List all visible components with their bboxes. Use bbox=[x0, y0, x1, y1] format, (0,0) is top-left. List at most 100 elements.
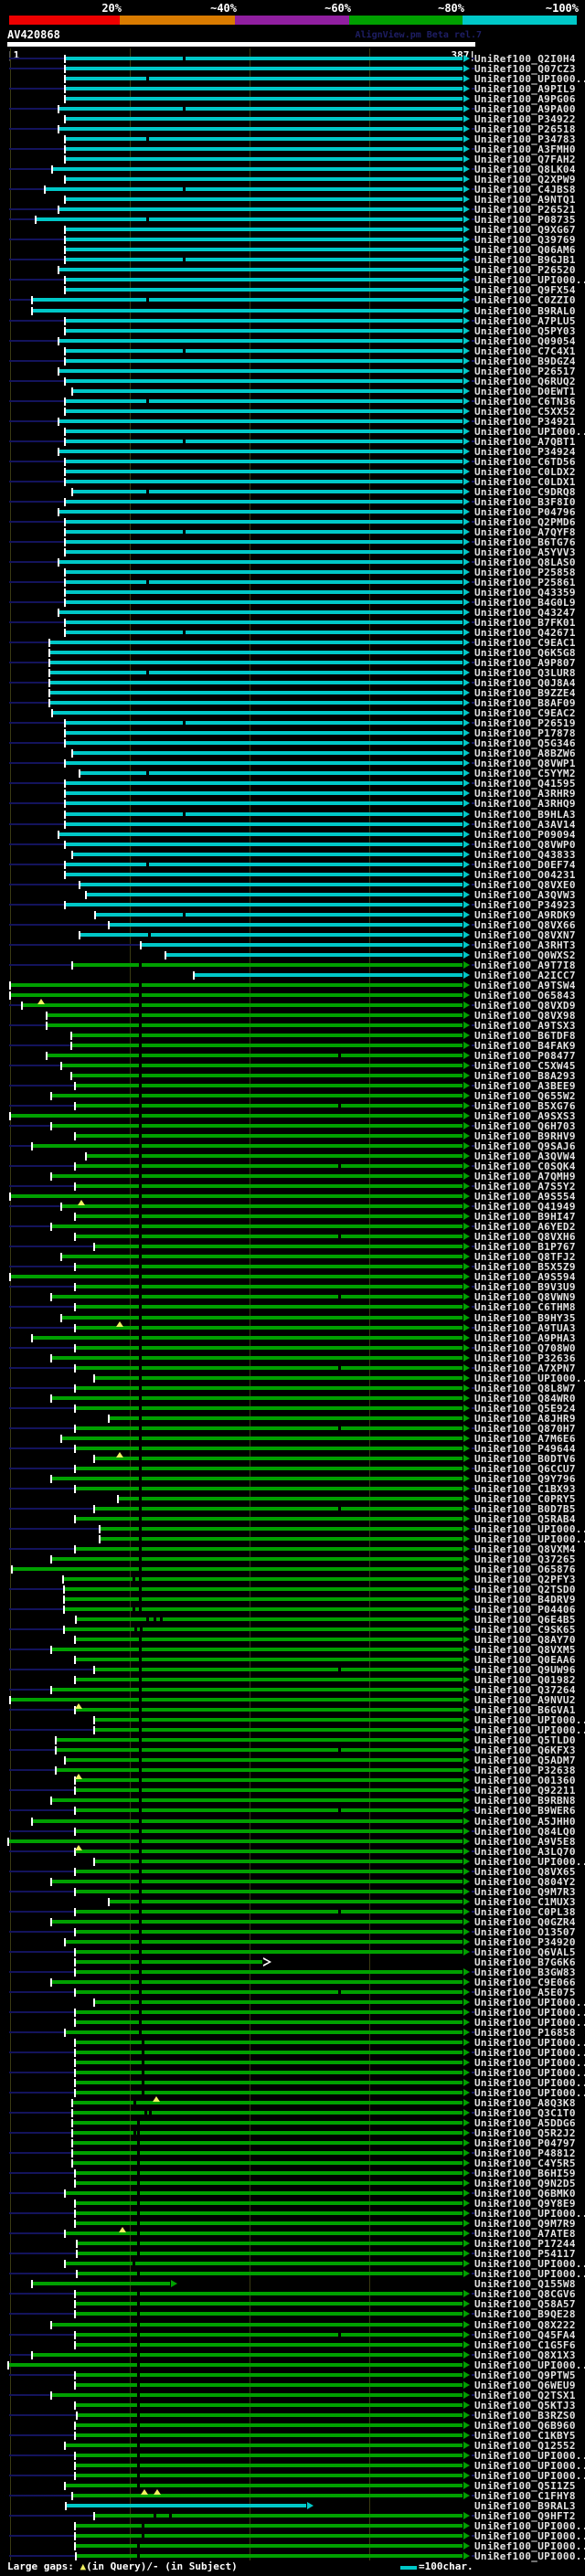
hit-label[interactable]: UniRef100_B9QE28 bbox=[474, 2308, 576, 2320]
hit-label[interactable]: UniRef100_UPI000.. bbox=[474, 2460, 585, 2472]
alignment-bar[interactable] bbox=[76, 2010, 463, 2014]
alignment-bar[interactable] bbox=[76, 1285, 463, 1288]
alignment-bar[interactable] bbox=[76, 1235, 463, 1238]
hit-label[interactable]: UniRef100_Q2XPW9 bbox=[474, 174, 576, 186]
hit-label[interactable]: UniRef100_B9HI47 bbox=[474, 1211, 576, 1223]
hit-label[interactable]: UniRef100_A3AV14 bbox=[474, 819, 576, 831]
hit-label[interactable]: UniRef100_Q37265 bbox=[474, 1553, 576, 1565]
alignment-bar[interactable] bbox=[52, 2323, 463, 2327]
alignment-bar[interactable] bbox=[9, 1839, 463, 1843]
alignment-bar[interactable] bbox=[195, 973, 463, 977]
alignment-bar[interactable] bbox=[66, 319, 463, 323]
hit-label[interactable]: UniRef100_D0EF74 bbox=[474, 859, 576, 871]
alignment-bar[interactable] bbox=[76, 1960, 262, 1964]
hit-label[interactable]: UniRef100_C0ZZI0 bbox=[474, 294, 576, 306]
hit-label[interactable]: UniRef100_UPI000.. bbox=[474, 2258, 585, 2270]
hit-label[interactable]: UniRef100_A9S594 bbox=[474, 1271, 576, 1283]
hit-label[interactable]: UniRef100_Q8VXH6 bbox=[474, 1231, 576, 1243]
hit-label[interactable]: UniRef100_C4Y5R5 bbox=[474, 2157, 576, 2169]
hit-label[interactable]: UniRef100_Q0J8A4 bbox=[474, 677, 576, 689]
alignment-bar[interactable] bbox=[76, 1808, 463, 1812]
alignment-bar[interactable] bbox=[59, 610, 463, 614]
hit-label[interactable]: UniRef100_C6TD56 bbox=[474, 456, 576, 468]
hit-label[interactable]: UniRef100_Q8AY70 bbox=[474, 1634, 576, 1646]
hit-label[interactable]: UniRef100_Q6RUQ2 bbox=[474, 376, 576, 387]
alignment-bar[interactable] bbox=[52, 1295, 463, 1299]
hit-label[interactable]: UniRef100_B4DRV9 bbox=[474, 1594, 576, 1606]
hit-label[interactable]: UniRef100_O04231 bbox=[474, 869, 576, 881]
alignment-bar[interactable] bbox=[95, 1718, 463, 1722]
hit-label[interactable]: UniRef100_B9WER6 bbox=[474, 1805, 576, 1817]
hit-label[interactable]: UniRef100_UPI000.. bbox=[474, 2550, 585, 2562]
hit-label[interactable]: UniRef100_P26518 bbox=[474, 123, 576, 135]
hit-label[interactable]: UniRef100_UPI000.. bbox=[474, 2087, 585, 2099]
alignment-bar[interactable] bbox=[65, 1587, 463, 1591]
hit-label[interactable]: UniRef100_Q0WXS2 bbox=[474, 949, 576, 961]
alignment-bar[interactable] bbox=[52, 1477, 463, 1480]
alignment-bar[interactable] bbox=[59, 339, 463, 343]
alignment-bar[interactable] bbox=[76, 1778, 463, 1782]
alignment-bar[interactable] bbox=[59, 560, 463, 564]
hit-label[interactable]: UniRef100_B3GW83 bbox=[474, 1966, 576, 1978]
alignment-bar[interactable] bbox=[76, 2423, 463, 2427]
hit-label[interactable]: UniRef100_P34920 bbox=[474, 1936, 576, 1948]
alignment-bar[interactable] bbox=[119, 1497, 463, 1500]
alignment-bar[interactable] bbox=[110, 1416, 463, 1420]
alignment-bar[interactable] bbox=[76, 1346, 463, 1350]
alignment-bar[interactable] bbox=[73, 389, 463, 393]
hit-label[interactable]: UniRef100_C6TN36 bbox=[474, 396, 576, 408]
alignment-bar[interactable] bbox=[62, 1064, 463, 1067]
alignment-bar[interactable] bbox=[52, 1688, 463, 1691]
hit-label[interactable]: UniRef100_Q8TFJ2 bbox=[474, 1251, 576, 1263]
hit-label[interactable]: UniRef100_A9PHA3 bbox=[474, 1332, 576, 1344]
alignment-bar[interactable] bbox=[76, 2383, 463, 2387]
hit-label[interactable]: UniRef100_A9TSX3 bbox=[474, 1020, 576, 1032]
hit-label[interactable]: UniRef100_P17878 bbox=[474, 727, 576, 739]
alignment-bar[interactable] bbox=[52, 1174, 463, 1178]
hit-label[interactable]: UniRef100_C0SQK4 bbox=[474, 1161, 576, 1172]
alignment-bar[interactable] bbox=[76, 1517, 463, 1521]
alignment-bar[interactable] bbox=[62, 1255, 463, 1258]
hit-label[interactable]: UniRef100_A9V5E8 bbox=[474, 1836, 576, 1848]
alignment-bar[interactable] bbox=[59, 369, 463, 373]
hit-label[interactable]: UniRef100_A9PA00 bbox=[474, 103, 576, 115]
hit-label[interactable]: UniRef100_UPI000.. bbox=[474, 426, 585, 438]
hit-label[interactable]: UniRef100_B3F8I0 bbox=[474, 496, 576, 508]
hit-label[interactable]: UniRef100_Q5G346 bbox=[474, 737, 576, 749]
hit-label[interactable]: UniRef100_A9P807 bbox=[474, 657, 576, 669]
hit-label[interactable]: UniRef100_Q8VWN9 bbox=[474, 1291, 576, 1303]
hit-label[interactable]: UniRef100_UPI000.. bbox=[474, 2470, 585, 2482]
alignment-bar[interactable] bbox=[76, 1708, 463, 1712]
hit-label[interactable]: UniRef100_A9T7I8 bbox=[474, 959, 576, 971]
alignment-bar[interactable] bbox=[33, 309, 463, 313]
hit-label[interactable]: UniRef100_Q41595 bbox=[474, 778, 576, 790]
hit-label[interactable]: UniRef100_A3RHQ9 bbox=[474, 798, 576, 810]
alignment-bar[interactable] bbox=[73, 490, 463, 493]
alignment-bar[interactable] bbox=[95, 2514, 463, 2518]
alignment-bar[interactable] bbox=[76, 1930, 463, 1934]
hit-label[interactable]: UniRef100_P32636 bbox=[474, 1352, 576, 1364]
alignment-bar[interactable] bbox=[95, 1668, 463, 1671]
alignment-bar[interactable] bbox=[66, 177, 463, 181]
hit-label[interactable]: UniRef100_Q41949 bbox=[474, 1201, 576, 1213]
alignment-bar[interactable] bbox=[96, 913, 463, 917]
hit-label[interactable]: UniRef100_Q8LAS0 bbox=[474, 557, 576, 568]
alignment-bar[interactable] bbox=[87, 893, 463, 896]
alignment-bar[interactable] bbox=[73, 2141, 463, 2145]
hit-label[interactable]: UniRef100_B9HY35 bbox=[474, 1312, 576, 1324]
alignment-bar[interactable] bbox=[76, 2061, 463, 2064]
alignment-bar[interactable] bbox=[76, 2433, 463, 2437]
hit-label[interactable]: UniRef100_UPI000.. bbox=[474, 2450, 585, 2462]
alignment-bar[interactable] bbox=[66, 470, 463, 473]
hit-label[interactable]: UniRef100_C0PRY5 bbox=[474, 1493, 576, 1505]
alignment-bar[interactable] bbox=[87, 1154, 463, 1158]
hit-label[interactable]: UniRef100_Q6K5G8 bbox=[474, 647, 576, 659]
alignment-bar[interactable] bbox=[73, 751, 463, 755]
alignment-bar[interactable] bbox=[78, 2242, 463, 2245]
alignment-bar[interactable] bbox=[66, 2443, 463, 2447]
hit-label[interactable]: UniRef100_C0LDX2 bbox=[474, 466, 576, 478]
hit-label[interactable]: UniRef100_Q5E924 bbox=[474, 1403, 576, 1415]
alignment-bar[interactable] bbox=[76, 1970, 463, 1974]
hit-label[interactable]: UniRef100_Q708W0 bbox=[474, 1342, 576, 1354]
alignment-bar[interactable] bbox=[66, 359, 463, 363]
